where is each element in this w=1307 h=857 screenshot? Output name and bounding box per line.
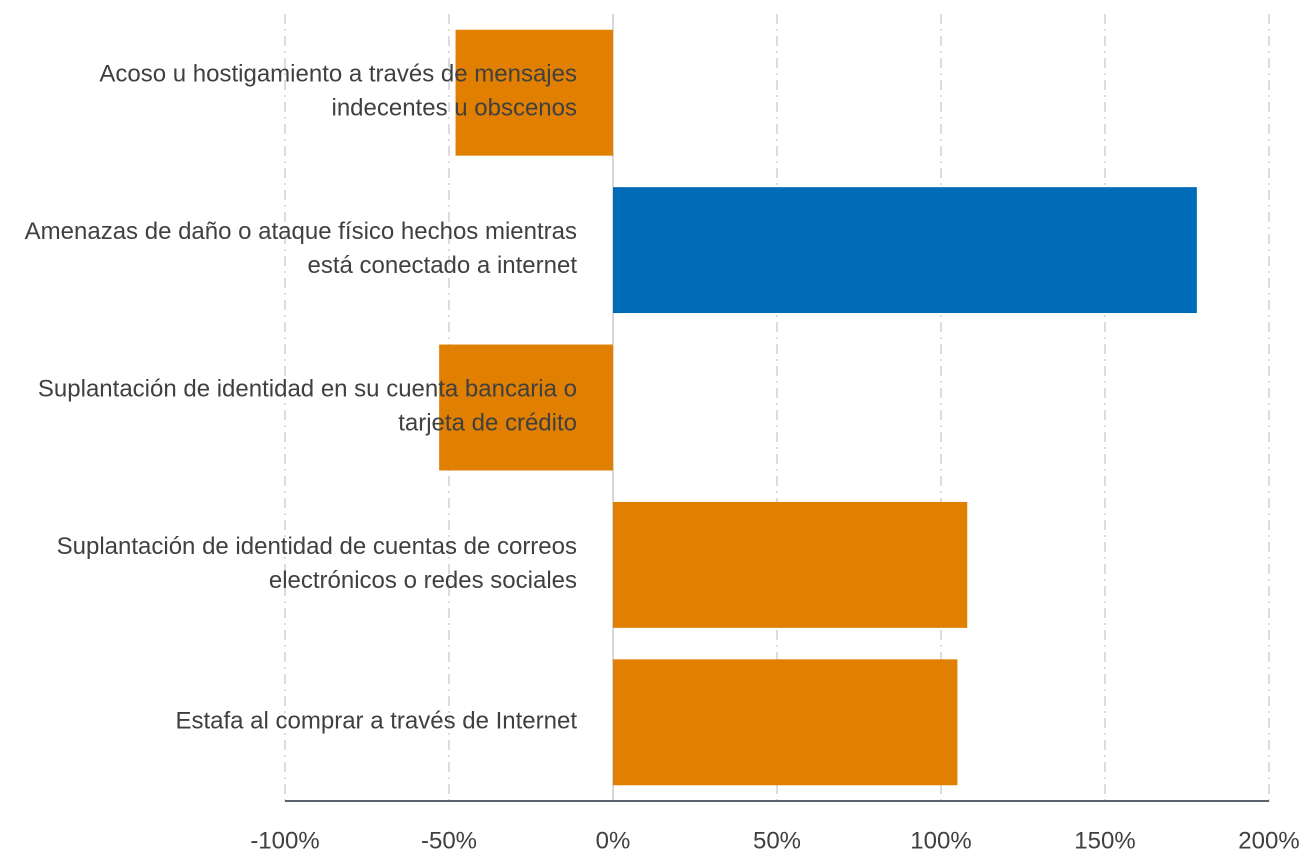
x-tick-label: -100%	[250, 827, 319, 854]
x-tick-label: -50%	[421, 827, 477, 854]
bar	[439, 344, 613, 471]
bar	[613, 501, 968, 628]
y-tick-label: Amenazas de daño o ataque físico hechos …	[25, 218, 578, 279]
x-tick-label: 100%	[910, 827, 971, 854]
bar	[613, 187, 1197, 314]
bar	[613, 659, 958, 786]
y-tick-label: Acoso u hostigamiento a través de mensaj…	[99, 61, 577, 122]
y-tick-label: Suplantación de identidad en su cuenta b…	[38, 376, 577, 437]
x-tick-label: 150%	[1074, 827, 1135, 854]
x-tick-label: 200%	[1238, 827, 1299, 854]
x-tick-label: 50%	[753, 827, 801, 854]
bar	[455, 29, 613, 156]
y-tick-label: Estafa al comprar a través de Internet	[175, 708, 577, 735]
y-tick-label: Suplantación de identidad de cuentas de …	[57, 533, 577, 594]
x-tick-label: 0%	[596, 827, 631, 854]
